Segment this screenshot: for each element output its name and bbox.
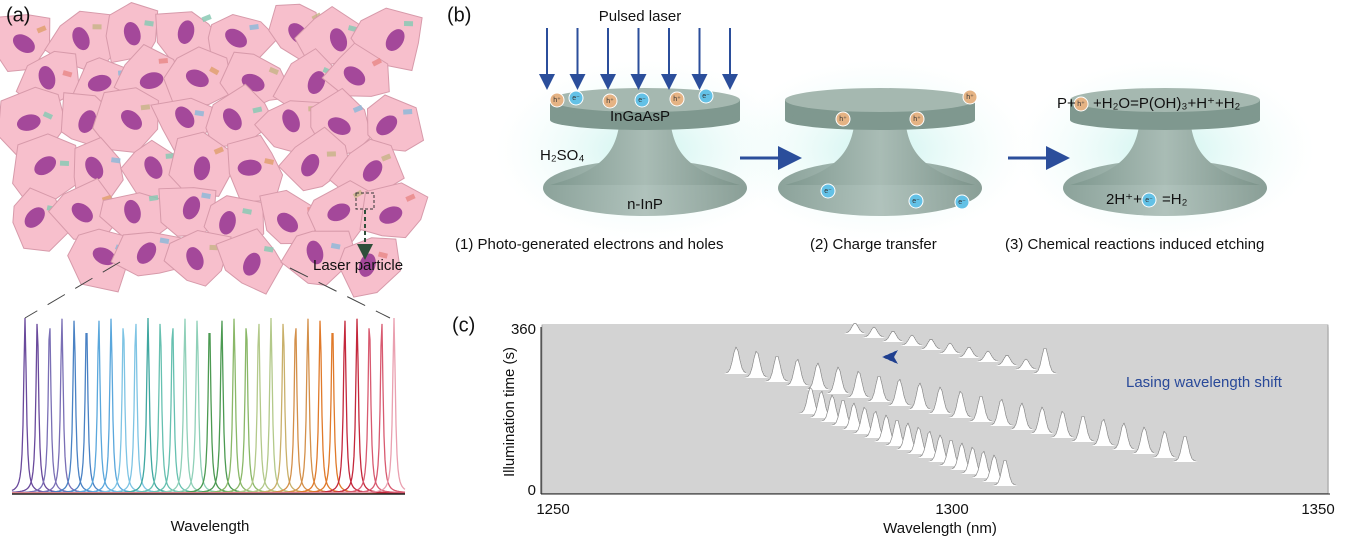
particle-label: h⁺ (839, 116, 847, 123)
substrate-label: n-InP (627, 196, 663, 213)
particle-label: h⁺ (673, 96, 681, 103)
reaction: +H₂O=P(OH)₃+H⁺+H₂ (1093, 95, 1241, 112)
waterfall (542, 324, 1328, 495)
particle-label: e⁻ (824, 188, 832, 195)
pedestals: h⁺ e⁻ h⁺ e⁻ h⁺ e⁻ h⁺ h⁺ h⁺ e⁻ e⁻ e⁻ h⁺ e⁻ (495, 28, 1315, 240)
spectra (12, 318, 405, 493)
electrolyte-label: H₂SO₄ (540, 147, 584, 164)
reaction: P+ (1057, 95, 1076, 112)
particle-label: e⁻ (958, 199, 966, 206)
y-tick-label: 0 (528, 482, 536, 499)
page: (a) Laser particle Wavelength (b) h⁺e⁻h⁺… (0, 0, 1345, 538)
panel-label: (b) (447, 4, 471, 26)
x-tick-label: 1250 (536, 501, 569, 518)
laser-particle (141, 104, 151, 110)
particle-label: e⁻ (1145, 197, 1153, 204)
y-tick-label: 360 (511, 321, 536, 338)
particle-label: e⁻ (572, 95, 580, 102)
laser-label: Pulsed laser (599, 8, 682, 25)
particle-label: h⁺ (553, 97, 561, 104)
particle-label: h⁺ (1077, 101, 1085, 108)
disk-bottom (1070, 110, 1260, 130)
x-axis-label: Wavelength (nm) (883, 520, 997, 537)
reaction: 2H⁺+ (1106, 191, 1142, 208)
step-label: (3) Chemical reactions induced etching (1005, 236, 1264, 253)
laser-particle (159, 58, 168, 64)
particle-label: h⁺ (966, 94, 974, 101)
laser-particle (202, 14, 212, 22)
x-axis-label: Wavelength (171, 518, 250, 535)
panel-label: (c) (452, 314, 475, 336)
laser-particle (327, 151, 336, 156)
particle-label: h⁺ (913, 116, 921, 123)
annotation: Lasing wavelength shift (1126, 374, 1283, 391)
step-label: (1) Photo-generated electrons and holes (455, 236, 724, 253)
x-tick-label: 1350 (1301, 501, 1334, 518)
laser-particle (93, 24, 102, 29)
step-label: (2) Charge transfer (810, 236, 937, 253)
laser-particle (60, 161, 69, 166)
particle-label: e⁻ (912, 198, 920, 205)
laser-particle (403, 109, 412, 115)
panel-label: (a) (6, 4, 30, 26)
callout-label: Laser particle (313, 257, 403, 274)
disk-bottom (785, 110, 975, 130)
particle-label: e⁻ (638, 97, 646, 104)
particle-label: e⁻ (702, 93, 710, 100)
cell-layer (0, 3, 428, 298)
y-axis-label: Illumination time (s) (501, 347, 518, 477)
particle-label: h⁺ (606, 98, 614, 105)
disk-top (785, 88, 975, 112)
x-tick-label: 1300 (935, 501, 968, 518)
layer-label: InGaAsP (610, 108, 670, 125)
figure: (a) Laser particle Wavelength (b) h⁺e⁻h⁺… (0, 0, 1345, 538)
zoom-line (25, 262, 120, 318)
laser-particle (404, 21, 413, 26)
reaction: =H₂ (1162, 191, 1188, 208)
